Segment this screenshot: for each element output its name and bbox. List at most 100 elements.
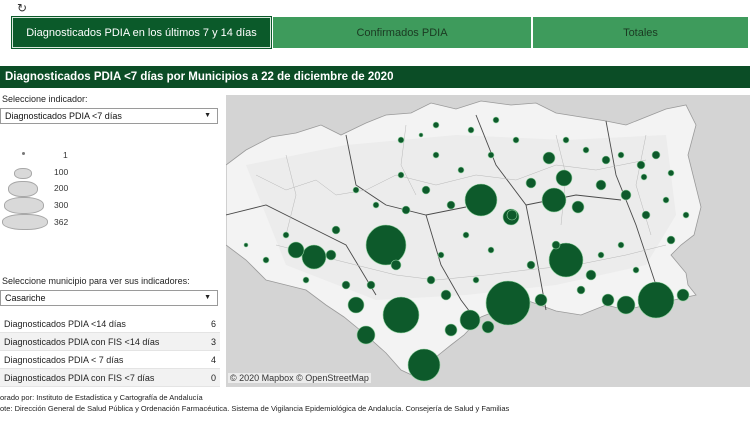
size-legend: 1 100 200 300 362 <box>0 144 90 234</box>
map-bubble <box>262 256 270 264</box>
indicator-selected-value: Diagnosticados PDIA <7 días <box>5 111 122 121</box>
map-bubble <box>421 185 431 195</box>
map-bubble <box>617 241 625 249</box>
indicators-table: Diagnosticados PDIA <14 días 6 Diagnosti… <box>0 315 220 387</box>
map-bubble <box>464 183 498 217</box>
map-bubble <box>534 293 548 307</box>
indicator-name: Diagnosticados PDIA <14 días <box>4 318 126 329</box>
map-bubble <box>301 244 327 270</box>
map-bubble <box>676 288 690 302</box>
province-border <box>226 204 377 296</box>
map-bubble <box>325 249 337 261</box>
map-bubble <box>616 295 636 315</box>
map-bubble <box>481 320 495 334</box>
indicator-name: Diagnosticados PDIA < 7 días <box>4 354 124 365</box>
indicator-dropdown[interactable]: Diagnosticados PDIA <7 días ▼ <box>0 108 218 124</box>
municipal-border <box>285 124 652 236</box>
map-canvas[interactable] <box>226 95 750 387</box>
map-bubble <box>492 116 500 124</box>
map-bubble <box>562 136 570 144</box>
footer-credit: orado por: Instituto de Estadística y Ca… <box>0 393 203 402</box>
map-bubble <box>462 231 470 239</box>
map-bubble <box>506 209 518 221</box>
map-bubble <box>512 136 520 144</box>
map-bubble <box>432 151 440 159</box>
map-bubble <box>485 280 531 326</box>
indicator-value: 4 <box>210 354 216 365</box>
map-bubble <box>666 235 676 245</box>
legend-item: 1 <box>0 148 90 164</box>
map-bubble <box>397 136 405 144</box>
map-bubble <box>585 269 597 281</box>
map-bubble <box>472 276 480 284</box>
legend-item: 200 <box>0 180 90 197</box>
indicator-value: 6 <box>210 318 216 329</box>
section-title: Diagnosticados PDIA <7 días por Municipi… <box>0 66 750 88</box>
map-bubble <box>551 240 561 250</box>
map-bubble <box>617 151 625 159</box>
municipality-label: Seleccione municipio para ver sus indica… <box>2 276 190 286</box>
legend-item: 362 <box>0 214 90 230</box>
legend-value: 1 <box>63 150 68 160</box>
map-bubble <box>636 160 646 170</box>
map-bubble <box>331 225 341 235</box>
map-bubble <box>637 281 675 319</box>
municipality-dropdown[interactable]: Casariche ▼ <box>0 290 218 306</box>
map-bubble <box>487 151 495 159</box>
legend-value: 362 <box>54 217 69 227</box>
map-bubble <box>601 155 611 165</box>
map-bubble <box>555 169 573 187</box>
map-bubble <box>597 251 605 259</box>
map-bubble <box>365 224 407 266</box>
legend-value: 200 <box>54 183 69 193</box>
map-bubble <box>467 126 475 134</box>
table-row: Diagnosticados PDIA con FIS <7 días 0 <box>0 369 220 387</box>
map-bubble <box>243 242 249 248</box>
refresh-icon[interactable]: ↻ <box>17 1 28 15</box>
map-bubble <box>390 259 402 271</box>
map-bubble <box>426 275 436 285</box>
tab-diagnosticados[interactable]: Diagnosticados PDIA en los últimos 7 y 1… <box>11 16 272 49</box>
map-bubble <box>667 169 675 177</box>
map-bubble <box>487 246 495 254</box>
tab-totales[interactable]: Totales <box>533 17 748 48</box>
indicator-value: 0 <box>210 372 216 383</box>
map-bubble <box>372 201 380 209</box>
map-bubble <box>437 251 445 259</box>
chevron-down-icon: ▼ <box>204 112 211 119</box>
map-bubble <box>571 200 585 214</box>
map-attribution[interactable]: © 2020 Mapbox © OpenStreetMap <box>228 373 371 383</box>
map-bubble <box>457 166 465 174</box>
left-panel: Seleccione indicador: Diagnosticados PDI… <box>0 88 226 388</box>
map-bubble <box>352 186 360 194</box>
map-bubble <box>356 325 376 345</box>
map-bubble <box>302 276 310 284</box>
map-bubble <box>576 285 586 295</box>
map-bubble <box>582 146 590 154</box>
map-bubble <box>548 242 584 278</box>
bubble-layer <box>243 116 690 382</box>
map-bubble <box>459 309 481 331</box>
table-row: Diagnosticados PDIA <14 días 6 <box>0 315 220 333</box>
map-bubble <box>641 210 651 220</box>
indicator-name: Diagnosticados PDIA con FIS <14 días <box>4 336 160 347</box>
map-bubble <box>682 211 690 219</box>
map-bubble <box>397 171 405 179</box>
legend-bubble <box>8 181 38 197</box>
map-bubble <box>440 289 452 301</box>
footer-source: ote: Dirección General de Salud Pública … <box>0 404 510 413</box>
map-bubble <box>651 150 661 160</box>
map-bubble <box>366 280 376 290</box>
map-bubble <box>382 296 420 334</box>
tab-confirmados[interactable]: Confirmados PDIA <box>273 17 531 48</box>
map-bubble <box>282 231 290 239</box>
map-bubble <box>341 280 351 290</box>
chevron-down-icon: ▼ <box>204 294 211 301</box>
map-view[interactable] <box>226 95 750 387</box>
legend-value: 300 <box>54 200 69 210</box>
indicator-label: Seleccione indicador: <box>2 94 88 104</box>
map-bubble <box>662 196 670 204</box>
municipality-selected-value: Casariche <box>5 293 46 303</box>
map-bubble <box>287 241 305 259</box>
indicator-value: 3 <box>210 336 216 347</box>
